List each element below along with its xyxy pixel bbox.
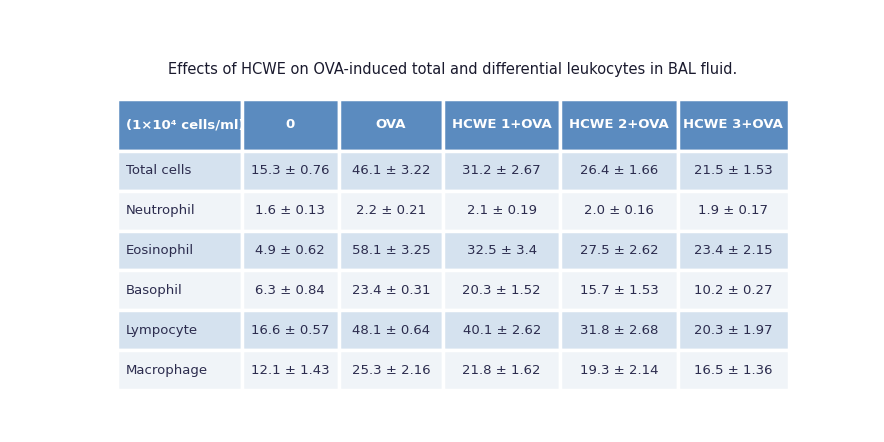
Bar [241, 191, 339, 231]
Bar [560, 151, 678, 191]
Bar [560, 350, 678, 390]
Bar [118, 231, 241, 271]
Bar [339, 191, 443, 231]
Text: 16.6 ± 0.57: 16.6 ± 0.57 [251, 324, 330, 337]
Text: 10.2 ± 0.27: 10.2 ± 0.27 [694, 284, 773, 297]
Text: Macrophage: Macrophage [126, 364, 208, 377]
Bar [678, 310, 789, 350]
Bar [678, 350, 789, 390]
Text: Total cells: Total cells [126, 164, 191, 177]
Text: 46.1 ± 3.22: 46.1 ± 3.22 [352, 164, 431, 177]
Text: 31.8 ± 2.68: 31.8 ± 2.68 [580, 324, 659, 337]
Text: 40.1 ± 2.62: 40.1 ± 2.62 [462, 324, 541, 337]
Text: 48.1 ± 0.64: 48.1 ± 0.64 [352, 324, 430, 337]
Bar [560, 310, 678, 350]
Bar [339, 99, 443, 151]
Text: 1.6 ± 0.13: 1.6 ± 0.13 [255, 204, 325, 217]
Text: 20.3 ± 1.52: 20.3 ± 1.52 [462, 284, 541, 297]
Bar [560, 191, 678, 231]
Text: 2.0 ± 0.16: 2.0 ± 0.16 [584, 204, 654, 217]
Text: 32.5 ± 3.4: 32.5 ± 3.4 [467, 244, 537, 257]
Text: 26.4 ± 1.66: 26.4 ± 1.66 [580, 164, 659, 177]
Bar [118, 350, 241, 390]
Bar [118, 191, 241, 231]
Text: (1×10⁴ cells/ml): (1×10⁴ cells/ml) [126, 118, 244, 131]
Text: HCWE 2+OVA: HCWE 2+OVA [569, 118, 669, 131]
Bar [241, 99, 339, 151]
Bar [678, 191, 789, 231]
Text: 4.9 ± 0.62: 4.9 ± 0.62 [255, 244, 325, 257]
Text: 27.5 ± 2.62: 27.5 ± 2.62 [580, 244, 659, 257]
Text: 19.3 ± 2.14: 19.3 ± 2.14 [580, 364, 659, 377]
Text: 15.7 ± 1.53: 15.7 ± 1.53 [580, 284, 659, 297]
Text: HCWE 1+OVA: HCWE 1+OVA [452, 118, 552, 131]
Bar [339, 271, 443, 310]
Text: 2.2 ± 0.21: 2.2 ± 0.21 [356, 204, 426, 217]
Bar [443, 231, 560, 271]
Text: Basophil: Basophil [126, 284, 182, 297]
Text: 12.1 ± 1.43: 12.1 ± 1.43 [251, 364, 330, 377]
Bar [118, 310, 241, 350]
Text: Neutrophil: Neutrophil [126, 204, 195, 217]
Text: 21.5 ± 1.53: 21.5 ± 1.53 [694, 164, 773, 177]
Bar [678, 231, 789, 271]
Bar [560, 271, 678, 310]
Text: 15.3 ± 0.76: 15.3 ± 0.76 [251, 164, 330, 177]
Text: 0: 0 [286, 118, 295, 131]
Text: 23.4 ± 0.31: 23.4 ± 0.31 [352, 284, 431, 297]
Bar [560, 231, 678, 271]
Text: 58.1 ± 3.25: 58.1 ± 3.25 [352, 244, 431, 257]
Text: 20.3 ± 1.97: 20.3 ± 1.97 [694, 324, 773, 337]
Bar [443, 151, 560, 191]
Text: 6.3 ± 0.84: 6.3 ± 0.84 [255, 284, 325, 297]
Bar [443, 191, 560, 231]
Bar [339, 151, 443, 191]
Bar [241, 231, 339, 271]
Bar [443, 271, 560, 310]
Bar [241, 151, 339, 191]
Text: HCWE 3+OVA: HCWE 3+OVA [683, 118, 783, 131]
Bar [443, 350, 560, 390]
Text: Eosinophil: Eosinophil [126, 244, 194, 257]
Bar [339, 310, 443, 350]
Bar [339, 350, 443, 390]
Text: Lympocyte: Lympocyte [126, 324, 198, 337]
Bar [678, 151, 789, 191]
Bar [443, 99, 560, 151]
Text: 21.8 ± 1.62: 21.8 ± 1.62 [462, 364, 541, 377]
Text: 25.3 ± 2.16: 25.3 ± 2.16 [352, 364, 431, 377]
Bar [241, 310, 339, 350]
Text: 2.1 ± 0.19: 2.1 ± 0.19 [467, 204, 537, 217]
Bar [118, 271, 241, 310]
Text: 23.4 ± 2.15: 23.4 ± 2.15 [694, 244, 773, 257]
Text: 31.2 ± 2.67: 31.2 ± 2.67 [462, 164, 541, 177]
Bar [118, 99, 241, 151]
Bar [678, 99, 789, 151]
Bar [339, 231, 443, 271]
Bar [241, 271, 339, 310]
Text: 16.5 ± 1.36: 16.5 ± 1.36 [694, 364, 773, 377]
Text: 1.9 ± 0.17: 1.9 ± 0.17 [698, 204, 768, 217]
Bar [560, 99, 678, 151]
Bar [118, 151, 241, 191]
Bar [241, 350, 339, 390]
Text: OVA: OVA [376, 118, 406, 131]
Bar [443, 310, 560, 350]
Bar [678, 271, 789, 310]
Text: Effects of HCWE on OVA-induced total and differential leukocytes in BAL fluid.: Effects of HCWE on OVA-induced total and… [169, 61, 737, 76]
